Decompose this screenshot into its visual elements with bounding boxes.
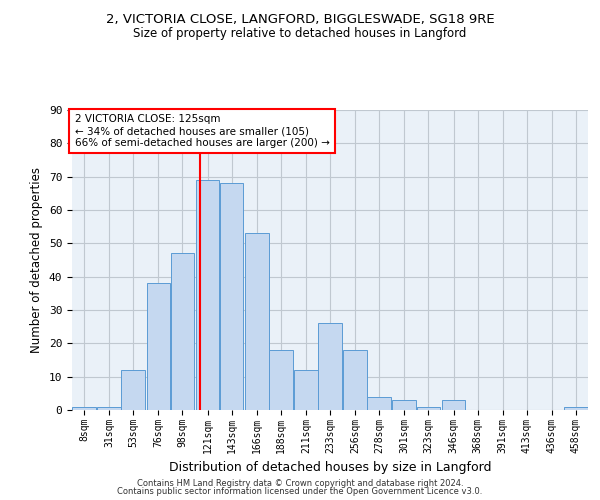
Bar <box>245 234 269 410</box>
Bar <box>97 406 121 410</box>
Bar <box>72 406 96 410</box>
Bar <box>442 400 466 410</box>
Bar <box>196 180 220 410</box>
Bar <box>294 370 318 410</box>
Bar <box>416 406 440 410</box>
Bar <box>392 400 416 410</box>
Bar <box>564 406 588 410</box>
Text: 2, VICTORIA CLOSE, LANGFORD, BIGGLESWADE, SG18 9RE: 2, VICTORIA CLOSE, LANGFORD, BIGGLESWADE… <box>106 12 494 26</box>
Text: Contains HM Land Registry data © Crown copyright and database right 2024.: Contains HM Land Registry data © Crown c… <box>137 478 463 488</box>
Text: Contains public sector information licensed under the Open Government Licence v3: Contains public sector information licen… <box>118 488 482 496</box>
Y-axis label: Number of detached properties: Number of detached properties <box>30 167 43 353</box>
Bar <box>318 324 342 410</box>
Bar <box>367 396 391 410</box>
Bar <box>269 350 293 410</box>
Bar <box>146 284 170 410</box>
Text: 2 VICTORIA CLOSE: 125sqm
← 34% of detached houses are smaller (105)
66% of semi-: 2 VICTORIA CLOSE: 125sqm ← 34% of detach… <box>74 114 329 148</box>
Bar <box>220 184 244 410</box>
Bar <box>170 254 194 410</box>
Text: Size of property relative to detached houses in Langford: Size of property relative to detached ho… <box>133 28 467 40</box>
X-axis label: Distribution of detached houses by size in Langford: Distribution of detached houses by size … <box>169 461 491 474</box>
Bar <box>121 370 145 410</box>
Bar <box>343 350 367 410</box>
